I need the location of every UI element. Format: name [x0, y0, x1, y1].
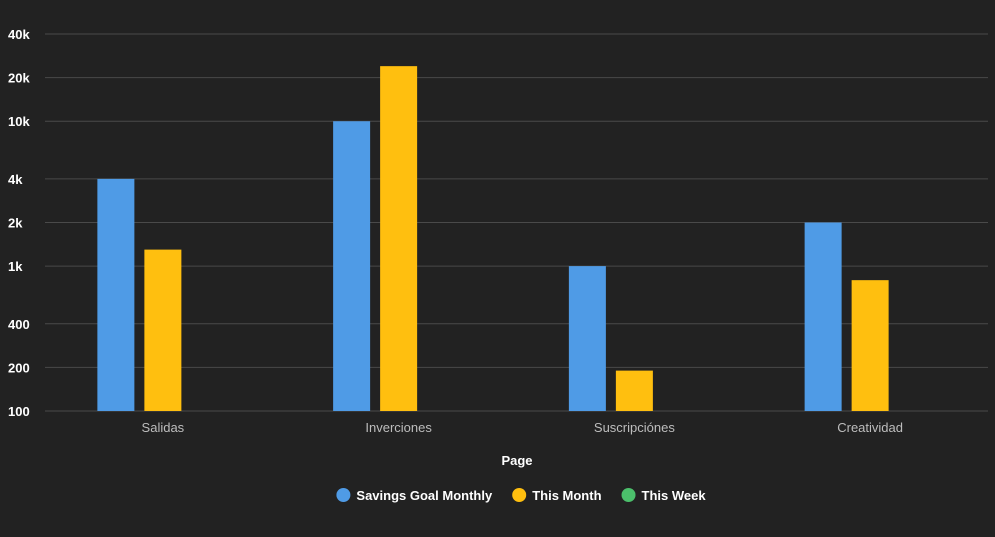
y-tick-label: 2k	[8, 216, 23, 231]
legend-item[interactable]: This Month	[512, 488, 602, 503]
bar-this-month[interactable]	[144, 249, 182, 411]
y-tick-label: 10k	[8, 114, 30, 129]
bar-this-month[interactable]	[380, 66, 418, 411]
bar-this-month[interactable]	[615, 370, 653, 411]
legend: Savings Goal Monthly This Month This Week	[336, 488, 706, 503]
bar-savings-goal-monthly[interactable]	[97, 178, 135, 411]
legend-swatch	[336, 488, 351, 502]
legend-swatch	[512, 488, 527, 502]
y-tick-label: 20k	[8, 71, 30, 86]
bar-this-month[interactable]	[851, 280, 889, 411]
legend-swatch	[621, 488, 636, 502]
x-tick-label: Inverciones	[365, 420, 432, 435]
bars	[97, 66, 889, 412]
y-tick-label: 100	[8, 404, 30, 419]
y-tick-label: 400	[8, 317, 30, 332]
x-axis-label: Page	[501, 453, 532, 468]
grid-lines	[45, 33, 988, 412]
y-axis-ticks: 100 200 400 1k 2k 4k 10k 20k 40k	[8, 27, 30, 419]
legend-item[interactable]: This Week	[621, 488, 707, 503]
y-tick-label: 40k	[8, 27, 30, 42]
x-tick-label: Creatividad	[837, 420, 903, 435]
y-tick-label: 200	[8, 360, 30, 375]
legend-label: Savings Goal Monthly	[356, 488, 493, 503]
x-tick-label: Suscripciónes	[594, 420, 675, 435]
legend-item[interactable]: Savings Goal Monthly	[336, 488, 493, 503]
y-tick-label: 1k	[8, 259, 23, 274]
bar-savings-goal-monthly[interactable]	[333, 121, 371, 411]
x-axis-ticks: Salidas Inverciones Suscripciónes Creativid…	[142, 420, 903, 435]
bar-savings-goal-monthly[interactable]	[568, 266, 606, 411]
legend-label: This Week	[642, 488, 707, 503]
x-tick-label: Salidas	[142, 420, 185, 435]
bar-savings-goal-monthly[interactable]	[804, 222, 842, 412]
legend-label: This Month	[532, 488, 601, 503]
y-tick-label: 4k	[8, 172, 23, 187]
